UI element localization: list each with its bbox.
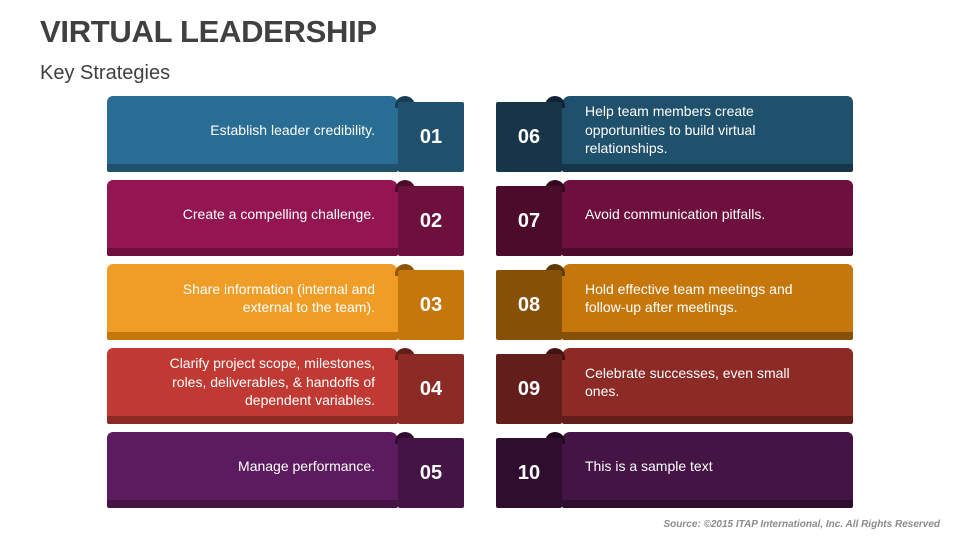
card-shadow-band — [562, 416, 853, 424]
strategy-text: Avoid communication pitfalls. — [585, 205, 766, 222]
card-body — [562, 432, 853, 500]
strategy-number: 07 — [496, 186, 562, 256]
page-subtitle: Key Strategies — [40, 62, 171, 84]
card-body — [562, 348, 853, 416]
card-body — [562, 264, 853, 332]
strategy-number: 10 — [496, 438, 562, 508]
strategy-card-01: 01 Establish leader credibility. — [107, 96, 465, 172]
card-body — [107, 264, 398, 332]
strategy-number: 08 — [496, 270, 562, 340]
card-shadow-band — [562, 332, 853, 340]
card-shadow-band — [107, 164, 398, 172]
card-body — [562, 180, 853, 248]
strategy-text: Establish leader credibility. — [210, 121, 375, 138]
source-citation: Source: ©2015 ITAP International, Inc. A… — [663, 519, 940, 530]
strategy-card-02: 02 Create a compelling challenge. — [107, 180, 465, 256]
strategy-card-06: 06 Help team members create opportunitie… — [496, 96, 854, 172]
strategy-card-03: 03 Share information (internal and exter… — [107, 264, 465, 340]
strategy-card-07: 07 Avoid communication pitfalls. — [496, 180, 854, 256]
strategy-text: Share information (internal and external… — [182, 280, 375, 316]
strategy-card-04: 04 Clarify project scope, milestones, ro… — [107, 348, 465, 424]
strategy-number: 09 — [496, 354, 562, 424]
card-body — [107, 348, 398, 416]
card-shadow-band — [107, 248, 398, 256]
strategy-number: 06 — [496, 102, 562, 172]
page-title: VIRTUAL LEADERSHIP — [40, 14, 377, 49]
strategy-card-09: 09 Celebrate successes, even small ones. — [496, 348, 854, 424]
strategy-text: Clarify project scope, milestones, roles… — [169, 355, 375, 409]
card-body — [562, 96, 853, 164]
card-shadow-band — [562, 248, 853, 256]
strategy-card-08: 08 Hold effective team meetings and foll… — [496, 264, 854, 340]
card-shadow-band — [562, 164, 853, 172]
card-shadow-band — [562, 500, 853, 508]
card-shadow-band — [107, 332, 398, 340]
strategy-number: 05 — [398, 438, 464, 508]
strategy-text: Celebrate successes, even small ones. — [585, 364, 790, 400]
strategy-text: This is a sample text — [585, 457, 713, 474]
card-shadow-band — [107, 416, 398, 424]
strategy-text: Manage performance. — [238, 457, 375, 474]
strategy-number: 02 — [398, 186, 464, 256]
strategy-card-10: 10 This is a sample text — [496, 432, 854, 508]
strategy-card-05: 05 Manage performance. — [107, 432, 465, 508]
card-body — [107, 96, 398, 164]
card-body — [107, 432, 398, 500]
strategy-number: 01 — [398, 102, 464, 172]
strategy-number: 04 — [398, 354, 464, 424]
card-shadow-band — [107, 500, 398, 508]
strategy-text: Create a compelling challenge. — [182, 205, 375, 222]
strategy-number: 03 — [398, 270, 464, 340]
card-body — [107, 180, 398, 248]
strategy-text: Help team members create opportunities t… — [585, 103, 756, 157]
strategy-text: Hold effective team meetings and follow-… — [585, 280, 793, 316]
